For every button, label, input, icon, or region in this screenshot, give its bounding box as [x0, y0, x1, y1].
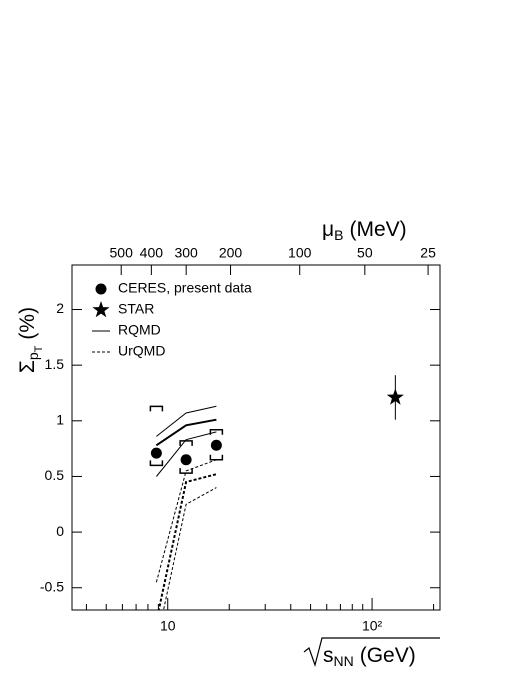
star-marker [386, 388, 404, 405]
y-tick-label: -0.5 [40, 578, 64, 594]
top-tick-label: 500 [110, 245, 134, 261]
model-curve [155, 459, 217, 583]
y-axis-label: ΣpT (%) [16, 307, 45, 373]
sys-error-low [179, 468, 193, 474]
top-tick-label: 100 [288, 245, 312, 261]
top-tick-label: 200 [219, 245, 243, 261]
circle-marker [150, 447, 162, 459]
subsubscript: T [33, 345, 45, 352]
circle-marker [210, 439, 222, 451]
subscript: p [25, 352, 41, 360]
x-tick-label: 10 [160, 618, 176, 634]
model-curve [156, 431, 217, 477]
unit: (%) [16, 307, 39, 340]
sqrt-sign [303, 637, 440, 668]
sys-error-high [209, 428, 224, 435]
legend-label: STAR [118, 301, 154, 317]
x-tick-label: 10² [362, 618, 383, 634]
symbol: μ [322, 218, 334, 241]
legend-label: UrQMD [118, 343, 165, 359]
top-axis-label: μB (MeV) [322, 218, 407, 243]
y-tick-label: 0 [56, 523, 64, 539]
symbol: Σ [16, 360, 39, 373]
y-tick-label: 1.5 [45, 356, 65, 372]
sys-error-high [179, 440, 193, 446]
legend-symbol [95, 283, 107, 295]
sys-error-low [149, 460, 164, 467]
plot-area [149, 375, 404, 610]
sys-error-high [149, 405, 164, 412]
plot-frame [71, 264, 441, 611]
y-tick-label: 2 [56, 300, 64, 316]
unit: (GeV) [360, 644, 416, 667]
circle-marker [180, 454, 192, 466]
y-tick-label: 0.5 [45, 467, 65, 483]
sys-error-low [209, 454, 224, 461]
unit: (MeV) [349, 218, 406, 241]
subscript: B [334, 227, 343, 243]
x-axis-label: sNN (GeV) [323, 644, 416, 669]
top-tick-label: 25 [420, 245, 436, 261]
model-curve [156, 405, 217, 437]
legend-label: RQMD [118, 322, 161, 338]
model-curve [163, 487, 217, 610]
model-curve [155, 418, 217, 447]
legend-label: CERES, present data [118, 280, 252, 296]
radicand: s [323, 644, 334, 667]
top-tick-label: 400 [140, 245, 164, 261]
legend-symbol [92, 301, 110, 318]
subscript: NN [334, 653, 354, 669]
model-curve [157, 473, 217, 610]
top-tick-label: 300 [174, 245, 198, 261]
y-tick-label: 1 [56, 412, 64, 428]
top-tick-label: 50 [357, 245, 373, 261]
